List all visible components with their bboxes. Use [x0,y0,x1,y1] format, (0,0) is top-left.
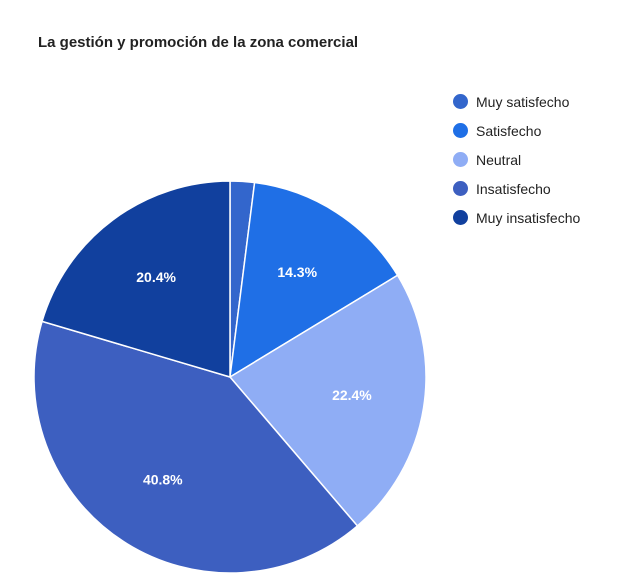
chart-title: La gestión y promoción de la zona comerc… [38,34,359,51]
legend-label: Muy satisfecho [476,93,570,110]
legend-item-muy-insatisfecho[interactable]: Muy insatisfecho [453,203,580,232]
legend-label: Neutral [476,151,522,168]
pie-slice-muy-insatisfecho[interactable] [41,180,231,379]
legend-item-insatisfecho[interactable]: Insatisfecho [453,174,580,203]
slice-label-muy-insatisfecho: 20.4% [136,269,176,285]
pie-slice-neutral[interactable] [228,274,427,528]
legend-swatch [453,181,468,196]
legend-item-neutral[interactable]: Neutral [453,145,580,174]
slice-label-neutral: 22.4% [332,387,372,403]
slice-label-insatisfecho: 40.8% [143,471,183,487]
pie-slice-labels: 14.3% 22.4% 40.8% 20.4% [136,264,372,487]
slice-label-satisfecho: 14.3% [277,264,317,280]
legend-label: Satisfecho [476,122,542,139]
legend-swatch [453,152,468,167]
legend-swatch [453,210,468,225]
legend-label: Muy insatisfecho [476,209,581,226]
pie-slice-insatisfecho[interactable] [33,320,359,573]
legend-label: Insatisfecho [476,180,551,197]
legend-item-satisfecho[interactable]: Satisfecho [453,116,580,145]
pie-slice-satisfecho[interactable] [229,181,399,379]
legend-swatch [453,123,468,138]
pie-slices [33,180,427,573]
legend-swatch [453,94,468,109]
chart-legend: Muy satisfecho Satisfecho Neutral Insati… [453,87,580,232]
legend-item-muy-satisfecho[interactable]: Muy satisfecho [453,87,580,116]
